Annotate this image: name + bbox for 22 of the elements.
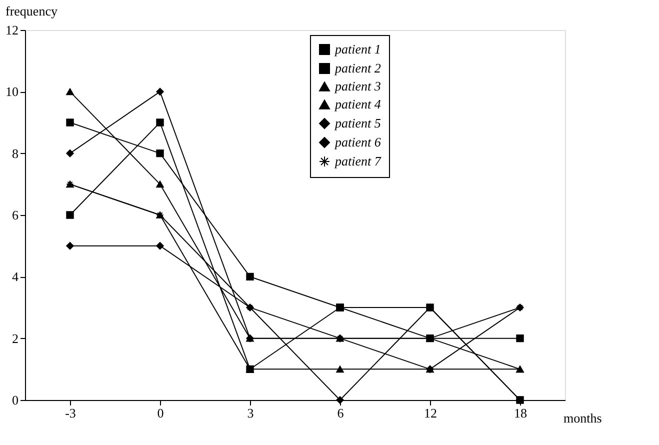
x-tick-label: -3 — [65, 406, 76, 420]
y-tick-label: 10 — [6, 84, 18, 100]
x-axis-title: months — [564, 410, 602, 426]
y-tick-label: 4 — [12, 269, 19, 284]
y-tick-label: 8 — [12, 146, 18, 161]
x-tick-label: 18 — [514, 406, 527, 420]
legend-label: patient 7 — [334, 154, 382, 168]
y-tick-label: 0 — [12, 392, 18, 408]
legend-label: patient 2 — [334, 60, 382, 76]
y-axis-title: frequency — [6, 4, 58, 18]
y-tick-label: 12 — [6, 22, 18, 38]
legend-label: patient 1 — [334, 42, 381, 56]
legend-label: patient 5 — [334, 116, 382, 130]
x-tick-label: 12 — [424, 406, 437, 420]
x-tick-label: 6 — [337, 406, 344, 420]
legend-label: patient 4 — [334, 96, 382, 112]
legend-label: patient 3 — [334, 78, 382, 94]
y-tick-label: 6 — [12, 208, 19, 222]
x-tick-label: 0 — [157, 406, 164, 420]
y-tick-label: 2 — [12, 330, 18, 346]
legend-label: patient 6 — [334, 134, 382, 150]
x-tick-label: 3 — [247, 406, 254, 420]
